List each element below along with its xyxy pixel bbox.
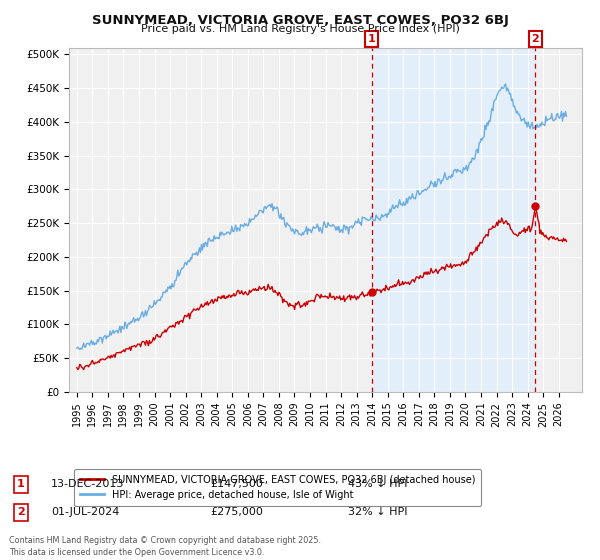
Text: 32% ↓ HPI: 32% ↓ HPI xyxy=(348,507,407,517)
Text: 1: 1 xyxy=(368,34,376,44)
Text: 01-JUL-2024: 01-JUL-2024 xyxy=(51,507,119,517)
Text: 1: 1 xyxy=(17,479,25,489)
Text: £147,500: £147,500 xyxy=(210,479,263,489)
Text: SUNNYMEAD, VICTORIA GROVE, EAST COWES, PO32 6BJ: SUNNYMEAD, VICTORIA GROVE, EAST COWES, P… xyxy=(92,14,508,27)
Text: 13-DEC-2013: 13-DEC-2013 xyxy=(51,479,124,489)
Text: £275,000: £275,000 xyxy=(210,507,263,517)
Text: Price paid vs. HM Land Registry's House Price Index (HPI): Price paid vs. HM Land Registry's House … xyxy=(140,24,460,34)
Text: 2: 2 xyxy=(532,34,539,44)
Text: Contains HM Land Registry data © Crown copyright and database right 2025.
This d: Contains HM Land Registry data © Crown c… xyxy=(9,536,321,557)
Text: 2: 2 xyxy=(17,507,25,517)
Text: 43% ↓ HPI: 43% ↓ HPI xyxy=(348,479,407,489)
Bar xyxy=(371,48,535,392)
Legend: SUNNYMEAD, VICTORIA GROVE, EAST COWES, PO32 6BJ (detached house), HPI: Average p: SUNNYMEAD, VICTORIA GROVE, EAST COWES, P… xyxy=(74,469,481,506)
